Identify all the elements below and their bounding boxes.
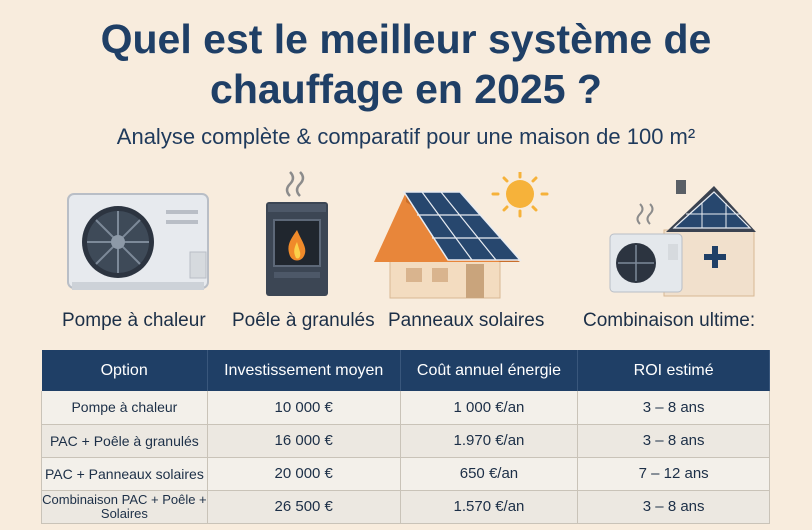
cell-annual-cost: 1.970 €/an [400, 424, 579, 458]
header-investment: Investissement moyen [207, 350, 401, 391]
table-row: PAC + Poêle à granulés 16 000 € 1.970 €/… [41, 424, 770, 458]
cell-option: PAC + Panneaux solaires [41, 457, 208, 491]
page-subtitle: Analyse complète & comparatif pour une m… [116, 124, 696, 149]
cell-annual-cost: 650 €/an [400, 457, 579, 491]
header-roi: ROI estimé [577, 350, 770, 391]
cell-option: Combinaison PAC + Poêle + Solaires [41, 490, 208, 524]
cell-annual-cost: 1.570 €/an [400, 490, 579, 524]
comparison-table: Option Investissement moyen Coût annuel … [41, 350, 770, 524]
table-row: PAC + Panneaux solaires 20 000 € 650 €/a… [41, 457, 770, 491]
cell-investment: 20 000 € [207, 457, 401, 491]
table-row: Pompe à chaleur 10 000 € 1 000 €/an 3 – … [41, 391, 770, 425]
cell-option: PAC + Poêle à granulés [41, 424, 208, 458]
system-label-solar: Panneaux solaires [388, 310, 545, 331]
cell-investment: 26 500 € [207, 490, 401, 524]
cell-annual-cost: 1 000 €/an [400, 391, 579, 425]
pellet-stove-icon [266, 171, 328, 296]
cell-roi: 3 – 8 ans [577, 391, 770, 425]
cell-roi: 7 – 12 ans [577, 457, 770, 491]
combo-system-icon [609, 180, 756, 297]
cell-roi: 3 – 8 ans [577, 424, 770, 458]
table-header-row: Option Investissement moyen Coût annuel … [41, 350, 770, 391]
table-row: Combinaison PAC + Poêle + Solaires 26 50… [41, 490, 770, 524]
cell-roi: 3 – 8 ans [577, 490, 770, 524]
cell-investment: 10 000 € [207, 391, 401, 425]
solar-house-icon [374, 172, 549, 299]
system-label-combo: Combinaison ultime: [583, 310, 756, 331]
header-option: Option [41, 350, 208, 391]
heat-pump-icon [67, 193, 209, 290]
system-label-pellet-stove: Poêle à granulés [232, 310, 375, 331]
cell-option: Pompe à chaleur [41, 391, 208, 425]
system-label-heat-pump: Pompe à chaleur [62, 310, 206, 331]
header-annual-cost: Coût annuel énergie [400, 350, 579, 391]
cell-investment: 16 000 € [207, 424, 401, 458]
page-title: Quel est le meilleur système de chauffag… [100, 16, 712, 112]
